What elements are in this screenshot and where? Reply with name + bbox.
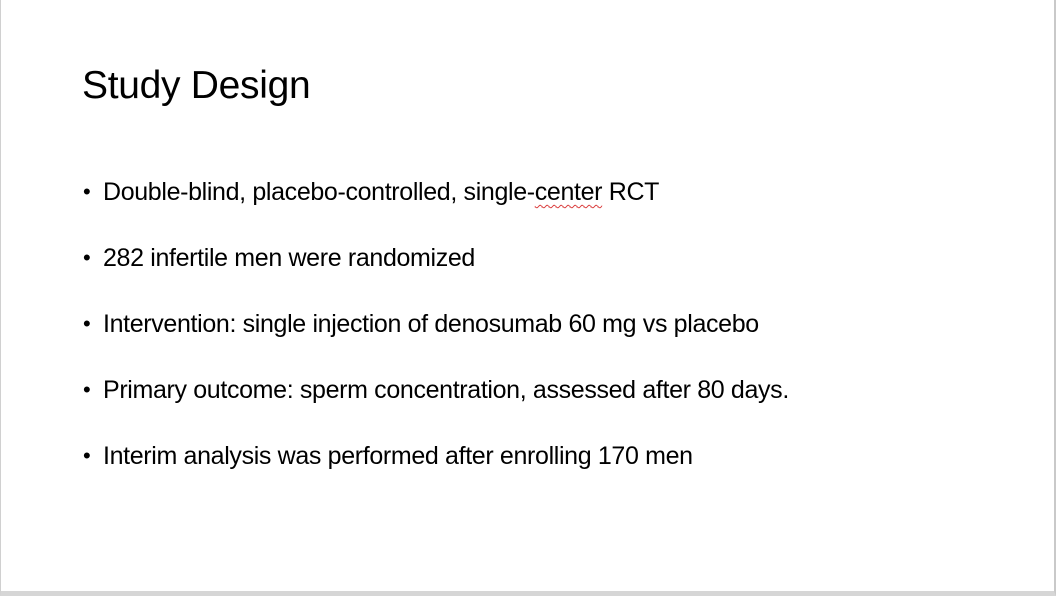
bullet-item: • 282 infertile men were randomized bbox=[81, 238, 789, 304]
bullet-text: 282 infertile men were randomized bbox=[103, 244, 475, 272]
bullet-item: • Double-blind, placebo-controlled, sing… bbox=[81, 172, 789, 238]
spellcheck-flagged-word: center bbox=[534, 178, 603, 206]
bullet-icon: • bbox=[83, 377, 91, 402]
bullet-item: • Interim analysis was performed after e… bbox=[81, 436, 789, 502]
bullet-icon: • bbox=[83, 311, 91, 336]
bullet-text-part: Double-blind, placebo-controlled, single… bbox=[103, 178, 535, 206]
bullet-text: Intervention: single injection of denosu… bbox=[103, 310, 759, 338]
bullet-list: • Double-blind, placebo-controlled, sing… bbox=[81, 172, 789, 502]
bullet-item: • Intervention: single injection of deno… bbox=[81, 304, 789, 370]
bullet-icon: • bbox=[83, 179, 91, 204]
bullet-icon: • bbox=[83, 245, 91, 270]
bullet-text-part: RCT bbox=[602, 178, 660, 206]
slide-title: Study Design bbox=[82, 64, 311, 107]
bullet-text: Interim analysis was performed after enr… bbox=[103, 442, 693, 470]
bullet-icon: • bbox=[83, 443, 91, 468]
bullet-text: Double-blind, placebo-controlled, single… bbox=[103, 178, 659, 206]
bullet-text: Primary outcome: sperm concentration, as… bbox=[103, 376, 789, 404]
bullet-item: • Primary outcome: sperm concentration, … bbox=[81, 370, 789, 436]
